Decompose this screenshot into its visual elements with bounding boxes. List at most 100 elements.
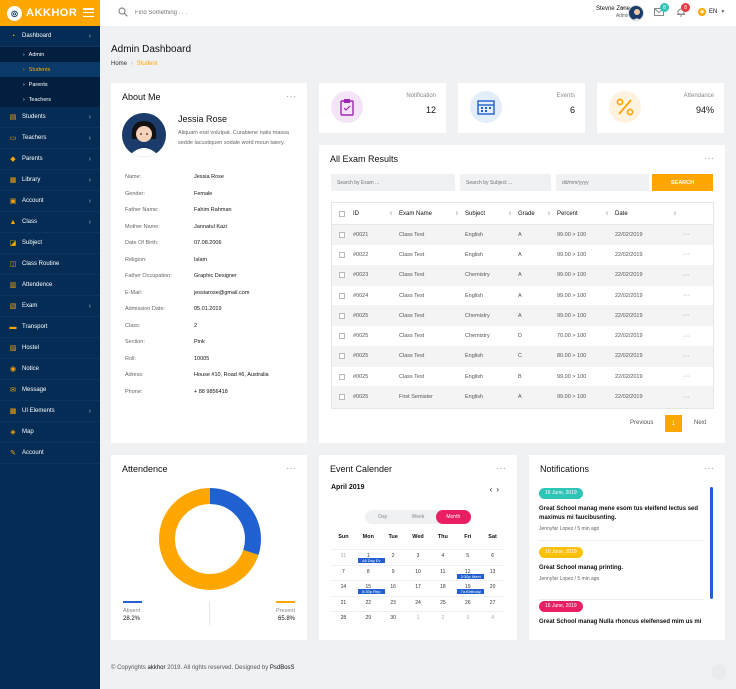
calendar-day[interactable]: 19 7a Birthday [455, 581, 485, 596]
pagination-next[interactable]: Next [694, 420, 707, 426]
sidebar-item-attendence[interactable]: ▥ Attendence [0, 275, 100, 296]
sidebar-subitem-teachers[interactable]: › Teachers [0, 92, 100, 107]
row-actions-icon[interactable]: ··· [683, 251, 690, 259]
footer-designer[interactable]: PsdBosS [269, 665, 295, 671]
calendar-day[interactable]: 5 [455, 550, 480, 565]
calendar-day[interactable]: 3 [406, 550, 431, 565]
sidebar-item-exam[interactable]: ▧ Exam › [0, 296, 100, 317]
chevron-right-icon[interactable]: › [496, 485, 503, 494]
menu-toggle-icon[interactable] [83, 8, 94, 17]
row-actions-icon[interactable]: ··· [683, 271, 690, 279]
sidebar-item-ui-elements[interactable]: ▩ UI Elements › [0, 401, 100, 422]
sidebar-item-subject[interactable]: ◪ Subject [0, 233, 100, 254]
calendar-day[interactable]: 25 [430, 597, 455, 612]
table-row[interactable]: #0025 Class Test Chemistry A 99.00 > 100 22/0… [332, 306, 713, 327]
row-checkbox[interactable] [332, 272, 352, 279]
scrollbar[interactable] [710, 487, 713, 599]
chevron-down-icon[interactable]: ▼ [620, 6, 625, 12]
row-checkbox[interactable] [332, 251, 352, 258]
calendar-day[interactable]: 27 [480, 597, 505, 612]
search-input[interactable] [135, 7, 285, 19]
calendar-day[interactable]: 16 [381, 581, 406, 596]
sidebar-item-parents[interactable]: ◆ Parents › [0, 149, 100, 170]
sidebar-item-teachers[interactable]: ▭ Teachers › [0, 128, 100, 149]
calendar-day[interactable]: 6 [480, 550, 505, 565]
breadcrumb-home[interactable]: Home [111, 61, 128, 67]
pagination-page[interactable]: 1 [665, 415, 682, 432]
calendar-day[interactable]: 28 [331, 612, 356, 627]
row-actions-icon[interactable]: ··· [683, 332, 690, 340]
scroll-top-button[interactable] [711, 664, 727, 680]
column-header-percent[interactable]: Percent ⇕ [557, 211, 615, 217]
calendar-event[interactable]: 2:30p Meet [457, 573, 485, 579]
sidebar-item-class[interactable]: ▲ Class › [0, 212, 100, 233]
select-all-checkbox[interactable] [332, 210, 352, 217]
calendar-day[interactable]: 13 [480, 566, 505, 581]
table-row[interactable]: #0023 Class Test Chemistry A 99.00 > 100 22/0… [332, 265, 713, 286]
view-week-button[interactable]: Week [411, 514, 425, 520]
calendar-day[interactable]: 15 5:30p Rep [356, 581, 385, 596]
search-subject-input[interactable] [460, 174, 551, 191]
table-row[interactable]: #0025 First Semister English A 99.00 > 100 22… [332, 387, 713, 408]
sidebar-item-account[interactable]: ✎ Account [0, 443, 100, 464]
calendar-day[interactable]: 10 [406, 566, 431, 581]
calendar-event[interactable]: 7a Birthday [457, 589, 485, 594]
more-options-icon[interactable]: ··· [286, 92, 297, 101]
language-selector[interactable]: ◉ EN ▼ [698, 8, 725, 16]
calendar-event[interactable]: 5:30p Rep [357, 589, 385, 594]
more-options-icon[interactable]: ··· [286, 464, 297, 473]
row-actions-icon[interactable]: ··· [683, 373, 690, 381]
column-header-exam-name[interactable]: Exam Name ⇕ [399, 211, 465, 217]
row-actions-icon[interactable]: ··· [683, 231, 690, 239]
calendar-day[interactable]: 20 [480, 581, 505, 596]
calendar-day[interactable]: 31 [331, 550, 356, 565]
calendar-day[interactable]: 30 [381, 612, 406, 627]
sidebar-item-library[interactable]: ▦ Library › [0, 170, 100, 191]
table-row[interactable]: #0022 Class Test English A 99.00 > 100 22/02/… [332, 245, 713, 266]
calendar-day[interactable]: 22 [356, 597, 381, 612]
more-options-icon[interactable]: ··· [704, 154, 715, 163]
view-day-button[interactable]: Day [378, 514, 388, 520]
calendar-day[interactable]: 21 [331, 597, 356, 612]
sidebar-item-transport[interactable]: ▬ Transport [0, 317, 100, 338]
row-checkbox[interactable] [332, 394, 352, 401]
calendar-day[interactable]: 17 [406, 581, 431, 596]
sidebar-subitem-parents[interactable]: › Parents [0, 77, 100, 92]
calendar-day[interactable]: 26 [455, 597, 480, 612]
row-actions-icon[interactable]: ··· [683, 292, 690, 300]
avatar[interactable] [628, 5, 644, 21]
calendar-day[interactable]: 4 [430, 550, 455, 565]
table-row[interactable]: #0021 Class Test English A 99.00 > 100 22/02/… [332, 225, 713, 246]
row-checkbox[interactable] [332, 353, 352, 360]
calendar-event[interactable]: All Day Ev [357, 558, 385, 563]
row-actions-icon[interactable]: ··· [683, 393, 690, 401]
calendar-day[interactable]: 24 [406, 597, 431, 612]
row-actions-icon[interactable]: ··· [683, 312, 690, 320]
row-checkbox[interactable] [332, 333, 352, 340]
table-row[interactable]: #0024 Class Test English A 99.00 > 100 22/02/… [332, 286, 713, 307]
table-row[interactable]: #0025 Class Test English C 80.00 > 100 22/02/… [332, 346, 713, 368]
chevron-left-icon[interactable]: ‹ [489, 485, 497, 494]
row-checkbox[interactable] [332, 231, 352, 238]
sidebar-item-map[interactable]: ◈ Map [0, 422, 100, 443]
column-header-subject[interactable]: Subject ⇕ [465, 211, 518, 217]
row-checkbox[interactable] [332, 373, 352, 380]
column-header-grade[interactable]: Grade ⇕ [518, 211, 557, 217]
notification-item[interactable]: 16 June, 2019 Great School manag Nulla rh… [539, 601, 704, 627]
sidebar-item-hostel[interactable]: ▨ Hostel [0, 338, 100, 359]
search-button[interactable]: SEARCH [652, 174, 713, 191]
table-row[interactable]: #0025 Class Test English B 99.00 > 100 22/02/… [332, 367, 713, 388]
calendar-day[interactable]: 4 [480, 612, 505, 627]
user-menu[interactable]: Stevne Zone Admin [580, 5, 630, 20]
calendar-day[interactable]: 1 [406, 612, 431, 627]
sidebar-item-class-routine[interactable]: ◫ Class Routine [0, 254, 100, 275]
calendar-day[interactable]: 1 All Day Ev [356, 550, 385, 565]
footer-brand[interactable]: akkhor [147, 665, 166, 671]
logo[interactable]: ◎ AKKHOR [0, 0, 100, 26]
row-actions-icon[interactable]: ··· [683, 352, 690, 360]
view-month-button[interactable]: Month [435, 510, 471, 524]
sidebar-subitem-admin[interactable]: › Admin [0, 47, 100, 62]
calendar-day[interactable]: 18 [430, 581, 455, 596]
more-options-icon[interactable]: ··· [496, 464, 507, 473]
pagination-previous[interactable]: Previous [630, 420, 654, 426]
